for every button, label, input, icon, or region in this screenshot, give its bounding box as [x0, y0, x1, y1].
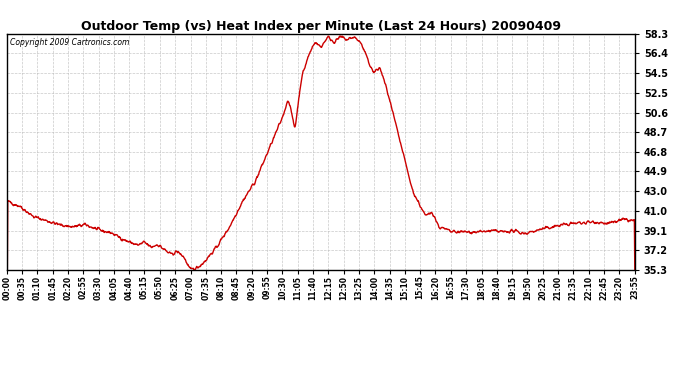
- Title: Outdoor Temp (vs) Heat Index per Minute (Last 24 Hours) 20090409: Outdoor Temp (vs) Heat Index per Minute …: [81, 20, 561, 33]
- Text: Copyright 2009 Cartronics.com: Copyright 2009 Cartronics.com: [10, 39, 130, 48]
